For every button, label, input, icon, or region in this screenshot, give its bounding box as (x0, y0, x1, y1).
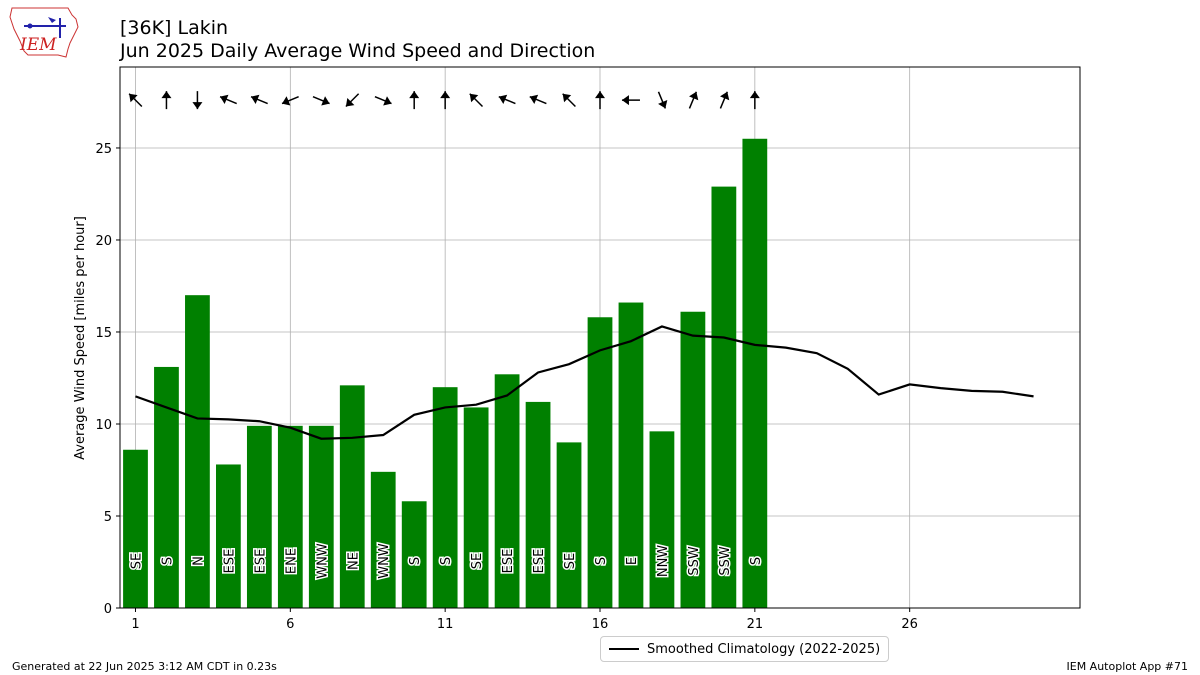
direction-label: N (191, 556, 206, 566)
bar (432, 387, 458, 608)
direction-label: S (439, 557, 454, 565)
x-tick-label: 6 (286, 617, 294, 632)
wind-arrow (161, 91, 172, 110)
wind-arrows (128, 91, 760, 110)
wind-arrow (749, 91, 760, 110)
y-tick-label: 25 (95, 142, 112, 157)
bar (649, 431, 675, 608)
bar (525, 401, 551, 608)
wind-arrow (345, 93, 360, 108)
legend-label: Smoothed Climatology (2022-2025) (647, 641, 881, 657)
x-tick-label: 26 (901, 617, 918, 632)
direction-label: SE (470, 553, 485, 569)
direction-label: S (749, 557, 764, 565)
y-tick-label: 5 (104, 510, 112, 525)
bar (277, 425, 303, 608)
bar (339, 385, 365, 608)
bar (401, 501, 427, 608)
direction-label: SE (129, 553, 144, 569)
direction-label: ESE (253, 549, 268, 574)
footer-app: IEM Autoplot App #71 (1066, 660, 1189, 673)
bar (618, 302, 644, 608)
iem-logo: IEM (9, 7, 79, 58)
chart-title: [36K] Lakin (120, 17, 229, 39)
x-tick-label: 11 (437, 617, 454, 632)
direction-label: SSW (718, 546, 733, 576)
climatology-line (135, 325, 1034, 440)
bar (185, 295, 210, 608)
footer-generated: Generated at 22 Jun 2025 3:12 AM CDT in … (12, 660, 277, 673)
x-tick-label: 16 (592, 617, 609, 632)
wind-arrow (719, 91, 730, 109)
direction-label: ESE (222, 549, 237, 574)
bar (308, 425, 334, 608)
wind-arrow (250, 94, 268, 105)
wind-arrow (529, 94, 547, 105)
wind-arrow (440, 91, 451, 110)
wind-arrow (409, 91, 420, 110)
bar (587, 317, 613, 608)
bar (494, 374, 520, 608)
wind-arrow (469, 93, 484, 108)
direction-label: SSW (687, 546, 702, 576)
direction-label: ENE (284, 548, 299, 574)
bar (154, 366, 179, 608)
bar (463, 407, 489, 608)
wind-arrow (621, 95, 640, 106)
bar (556, 442, 582, 608)
logo-text: IEM (19, 35, 57, 55)
wind-arrow (657, 91, 668, 109)
direction-label: S (408, 557, 423, 565)
direction-label: ESE (532, 549, 547, 574)
wind-arrow (595, 91, 605, 110)
bar (742, 138, 768, 608)
x-tick-label: 21 (747, 617, 764, 632)
legend: Smoothed Climatology (2022-2025) (600, 636, 890, 662)
y-axis-label: Average Wind Speed [miles per hour] (73, 216, 88, 460)
bar (711, 186, 737, 609)
x-tick-label: 1 (131, 617, 139, 632)
wind-arrow (688, 91, 699, 109)
y-tick-label: 15 (95, 326, 112, 341)
bar (246, 425, 272, 608)
direction-label: S (160, 557, 175, 565)
direction-label: WNW (377, 543, 392, 579)
bar (370, 471, 396, 608)
direction-label: SE (563, 553, 578, 569)
wind-arrow (281, 95, 299, 106)
wind-arrow (498, 94, 516, 105)
wind-arrow (128, 93, 143, 108)
y-tick-label: 20 (95, 234, 112, 249)
y-tick-label: 0 (104, 602, 112, 617)
y-tick-label: 10 (95, 418, 112, 433)
direction-label: S (594, 557, 609, 565)
climatology-polyline (135, 325, 1034, 440)
wind-arrow (562, 93, 576, 108)
wind-arrow (374, 95, 392, 106)
wind-arrow (312, 95, 330, 106)
direction-label: ESE (501, 549, 516, 574)
legend-line-swatch (609, 648, 639, 650)
wind-arrow (192, 91, 203, 110)
direction-label: WNW (315, 543, 330, 579)
direction-label: E (625, 557, 640, 565)
chart-subtitle: Jun 2025 Daily Average Wind Speed and Di… (120, 40, 596, 62)
direction-label: NE (346, 552, 361, 570)
bar (680, 311, 706, 608)
direction-labels: SE S N ESE ESE ENE WNW NE WNW S S SE ESE ESE SE S E NNW SS… (128, 542, 765, 581)
bar (216, 464, 241, 608)
wind-arrow (219, 94, 237, 105)
direction-label: NNW (656, 545, 671, 577)
bars (123, 138, 768, 609)
bar (123, 449, 148, 608)
